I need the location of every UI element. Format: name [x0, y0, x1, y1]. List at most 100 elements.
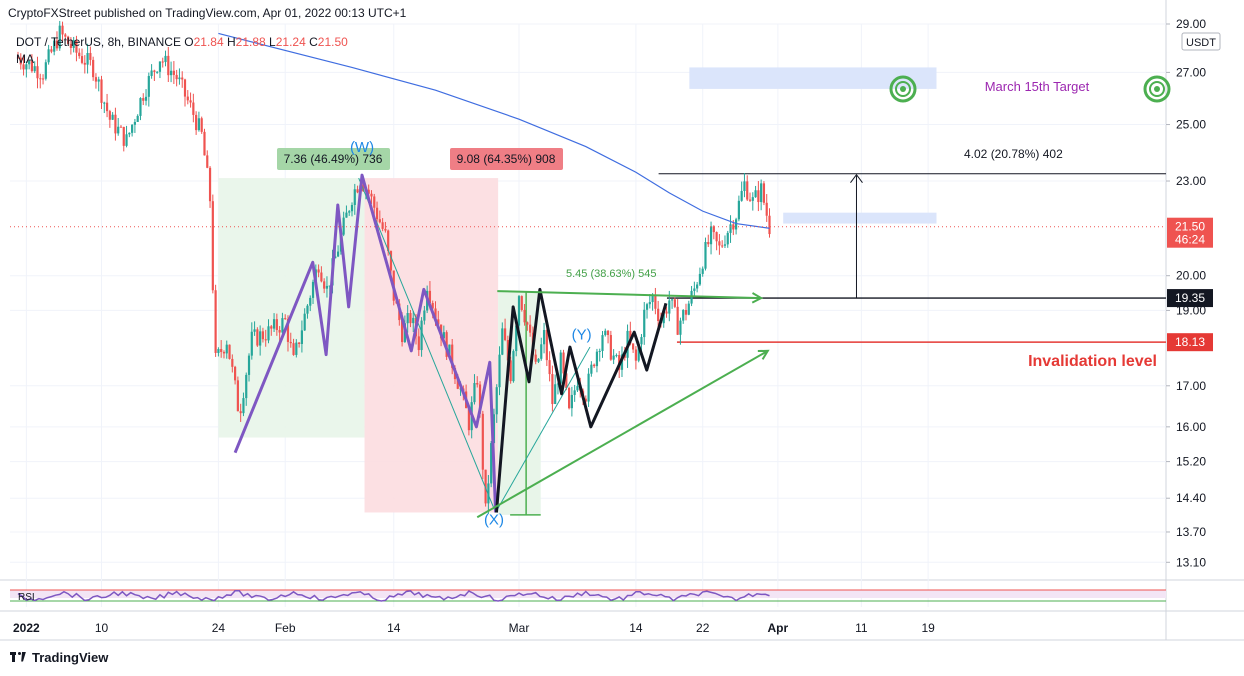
candle-body: [701, 268, 704, 274]
candle-body: [696, 284, 699, 289]
candle-body: [203, 131, 206, 156]
invalidation-badge-label: 18.13: [1175, 335, 1205, 349]
candle-body: [131, 124, 134, 133]
candle-body: [139, 98, 142, 116]
candle-body: [300, 330, 303, 344]
candle-body: [192, 102, 195, 115]
candle-body: [345, 212, 348, 218]
candle-body: [473, 383, 476, 403]
candle-body: [387, 230, 390, 252]
candle-body: [760, 183, 763, 203]
target-zone: [689, 67, 937, 89]
candle-body: [442, 332, 445, 339]
y-tick-label: 14.40: [1176, 491, 1206, 505]
candle-body: [668, 300, 671, 314]
candle-body: [250, 331, 253, 356]
x-tick-label: Apr: [768, 621, 789, 635]
candle-body: [267, 326, 270, 341]
candle-body: [503, 328, 507, 340]
candle-body: [751, 197, 754, 201]
candle-body: [676, 306, 679, 335]
candle-body: [554, 384, 557, 405]
candle-body: [86, 52, 89, 65]
candle-body: [698, 273, 702, 285]
candle-body: [328, 285, 331, 287]
candle-body: [136, 115, 139, 122]
candle-body: [707, 242, 710, 245]
candle-body: [256, 329, 259, 346]
candle-body: [275, 319, 278, 331]
candle-body: [348, 211, 351, 213]
candle-body: [105, 102, 109, 112]
candle-body: [133, 121, 136, 125]
candle-body: [228, 344, 231, 359]
candle-body: [30, 60, 34, 72]
candle-body: [601, 335, 604, 351]
last-price-badge: [1167, 217, 1213, 248]
green-trendline: [476, 349, 769, 519]
candle-body: [456, 379, 459, 389]
candle-body: [679, 320, 682, 335]
candle-body: [206, 155, 209, 168]
candle-body: [765, 202, 768, 216]
x-tick-label: 24: [212, 621, 226, 635]
candle-body: [654, 294, 657, 309]
candle-body: [278, 330, 281, 333]
candle-body: [593, 364, 596, 367]
candle-body: [125, 134, 128, 146]
high-label: H: [227, 35, 236, 49]
candle-body: [370, 193, 373, 197]
candle-body: [545, 330, 548, 361]
candle-body: [36, 66, 39, 79]
candle-body: [746, 181, 749, 200]
candle-body: [604, 330, 607, 336]
low-label: L: [269, 35, 276, 49]
level-badge-label: 19.35: [1175, 291, 1205, 305]
candle-body: [53, 40, 56, 52]
candle-body: [108, 111, 111, 120]
candle-body: [111, 114, 114, 120]
green-trendline-arrow: [751, 292, 764, 304]
candle-body: [548, 360, 551, 375]
candle-body: [559, 352, 562, 384]
candle-body: [58, 25, 61, 49]
candle-body: [234, 366, 237, 381]
open-label: O: [184, 35, 193, 49]
candle-body: [657, 308, 660, 322]
target-icon: [1143, 75, 1171, 103]
invalidation-badge: [1167, 333, 1213, 352]
candle-body: [236, 380, 239, 412]
candle-body: [103, 102, 106, 104]
tradingview-brand[interactable]: TradingView: [10, 650, 108, 665]
y-tick-label: 16.00: [1176, 420, 1206, 434]
candle-body: [428, 290, 432, 304]
candle-body: [298, 342, 301, 344]
candle-body: [662, 311, 665, 324]
x-tick-label: Feb: [275, 621, 296, 635]
candle-body: [217, 349, 220, 353]
candle-body: [61, 25, 64, 35]
candle-body: [356, 189, 359, 193]
candle-body: [211, 201, 214, 291]
candle-body: [64, 34, 67, 37]
candle-body: [119, 126, 123, 128]
candle-body: [476, 383, 479, 385]
x-tick-label: 19: [921, 621, 935, 635]
candle-body: [537, 358, 540, 362]
candle-body: [114, 114, 117, 134]
candle-body: [342, 217, 345, 235]
x-tick-label: 22: [696, 621, 710, 635]
level-badge-19-35: [1167, 289, 1213, 308]
candle-body: [183, 79, 187, 97]
candle-body: [334, 256, 337, 259]
candle-body: [253, 329, 256, 332]
candle-body: [542, 330, 546, 345]
small-box-label: 5.45 (38.63%) 545: [566, 268, 657, 280]
candle-body: [381, 222, 384, 229]
close-label: C: [309, 35, 318, 49]
candle-body: [515, 325, 518, 352]
candle-body: [651, 294, 654, 303]
candle-body: [325, 285, 329, 289]
candle-body: [501, 328, 504, 355]
